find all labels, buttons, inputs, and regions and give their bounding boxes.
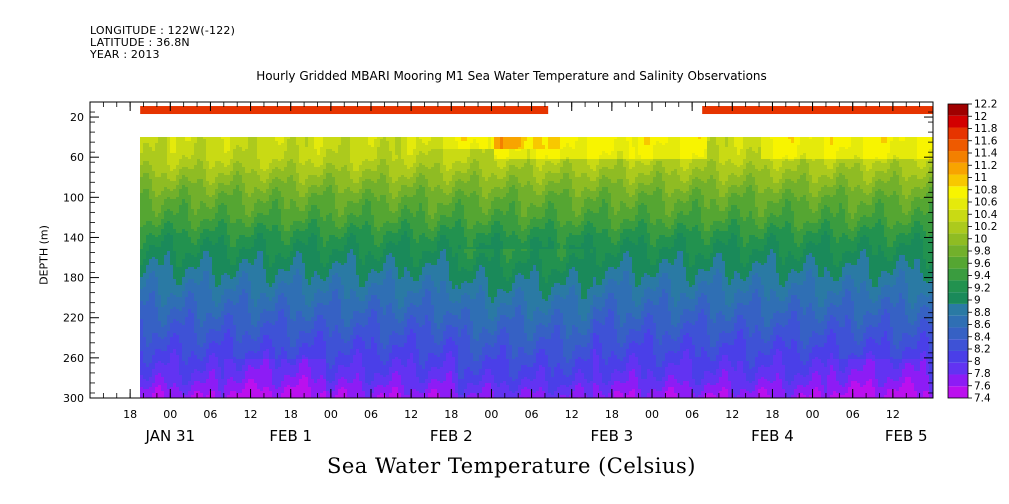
- x-tick-label: 12: [886, 408, 900, 421]
- colorbar-label: 8.2: [974, 344, 991, 356]
- colorbar-label: 9.2: [974, 282, 991, 294]
- colorbar-label: 11: [974, 172, 987, 184]
- colorbar-swatch: [948, 198, 968, 210]
- colorbar-swatch: [948, 174, 968, 187]
- colorbar-label: 8.8: [974, 307, 991, 319]
- x-day-label: JAN 31: [145, 427, 196, 445]
- x-tick-label: 00: [484, 408, 498, 421]
- colorbar-swatch: [948, 350, 968, 363]
- colorbar-swatch: [948, 315, 968, 328]
- colorbar-label: 9.6: [974, 258, 991, 270]
- colorbar-swatch: [948, 221, 968, 234]
- x-tick-label: 12: [404, 408, 418, 421]
- chart-title: Hourly Gridded MBARI Mooring M1 Sea Wate…: [90, 69, 933, 83]
- colorbar-label: 9: [974, 295, 981, 307]
- colorbar-swatch: [948, 292, 968, 304]
- colorbar-swatch: [948, 209, 968, 222]
- y-tick-label: 100: [63, 191, 84, 204]
- x-tick-label: 18: [284, 408, 298, 421]
- x-tick-label: 00: [324, 408, 338, 421]
- colorbar-label: 10.6: [974, 197, 998, 209]
- x-tick-label: 00: [806, 408, 820, 421]
- colorbar-label: 7.8: [974, 368, 991, 380]
- x-axis-label: Sea Water Temperature (Celsius): [90, 454, 933, 478]
- colorbar-swatch: [948, 374, 968, 387]
- x-day-label: FEB 5: [885, 427, 928, 445]
- plot-frame: [89, 101, 934, 399]
- colorbar-swatch: [948, 386, 968, 398]
- colorbar-swatch: [948, 162, 968, 175]
- x-day-label: FEB 4: [751, 427, 794, 445]
- colorbar-label: 8.6: [974, 319, 991, 331]
- x-tick-label: 18: [605, 408, 619, 421]
- colorbar-swatch: [948, 245, 968, 257]
- colorbar-swatch: [948, 104, 968, 116]
- colorbar-swatch: [948, 362, 968, 375]
- surface-segment-3: [702, 106, 933, 115]
- x-tick-label: 06: [203, 408, 217, 421]
- colorbar-swatch: [948, 151, 968, 163]
- y-tick-label: 20: [70, 111, 84, 124]
- colorbar-label: 11.8: [974, 123, 997, 135]
- y-tick-label: 180: [63, 272, 84, 285]
- x-tick-label: 18: [123, 408, 137, 421]
- y-tick-label: 140: [63, 231, 84, 244]
- colorbar-swatch: [948, 339, 968, 351]
- colorbar-label: 9.8: [974, 246, 991, 258]
- x-tick-label: 06: [846, 408, 860, 421]
- colorbar-label: 8.4: [974, 331, 991, 343]
- colorbar-label: 8: [974, 356, 981, 368]
- x-tick-label: 06: [364, 408, 378, 421]
- colorbar-swatch: [948, 127, 968, 140]
- colorbar-label: 11.2: [974, 160, 997, 172]
- colorbar-label: 10.8: [974, 184, 997, 196]
- y-tick-label: 300: [63, 392, 84, 405]
- x-tick-label: 12: [565, 408, 579, 421]
- colorbar-label: 12.2: [974, 99, 997, 111]
- colorbar-swatch: [948, 233, 968, 246]
- colorbar-label: 7.6: [974, 380, 991, 392]
- colorbar-swatch: [948, 186, 968, 199]
- x-tick-label: 18: [444, 408, 458, 421]
- surface-segment-1: [140, 106, 549, 115]
- x-tick-label: 00: [163, 408, 177, 421]
- y-tick-label: 60: [70, 151, 84, 164]
- colorbar-swatch: [948, 139, 968, 152]
- colorbar-label: 11.4: [974, 148, 998, 160]
- x-tick-label: 00: [645, 408, 659, 421]
- colorbar-swatch: [948, 327, 968, 340]
- x-tick-label: 12: [244, 408, 258, 421]
- colorbar-swatch: [948, 256, 968, 269]
- x-tick-label: 06: [685, 408, 699, 421]
- colorbar-label: 9.4: [974, 270, 991, 282]
- colorbar-label: 11.6: [974, 135, 998, 147]
- colorbar-label: 10: [974, 233, 987, 245]
- x-tick-label: 06: [525, 408, 539, 421]
- colorbar-label: 10.2: [974, 221, 997, 233]
- x-tick-label: 18: [765, 408, 779, 421]
- y-tick-label: 260: [63, 352, 84, 365]
- colorbar-swatch: [948, 115, 968, 128]
- latitude-label: LATITUDE : 36.8N: [90, 37, 190, 49]
- y-tick-label: 220: [63, 312, 84, 325]
- year-label: YEAR : 2013: [90, 49, 160, 61]
- longitude-label: LONGITUDE : 122W(-122): [90, 25, 235, 37]
- colorbar-swatch: [948, 268, 968, 281]
- x-day-label: FEB 2: [430, 427, 473, 445]
- colorbar-swatch: [948, 303, 968, 316]
- x-day-label: FEB 1: [269, 427, 312, 445]
- colorbar-label: 12: [974, 111, 987, 123]
- colorbar-swatch: [948, 280, 968, 293]
- x-tick-label: 12: [725, 408, 739, 421]
- x-day-label: FEB 3: [590, 427, 633, 445]
- colorbar-label: 10.4: [974, 209, 998, 221]
- colorbar-label: 7.4: [974, 393, 991, 405]
- surface-segment-2: [548, 106, 703, 115]
